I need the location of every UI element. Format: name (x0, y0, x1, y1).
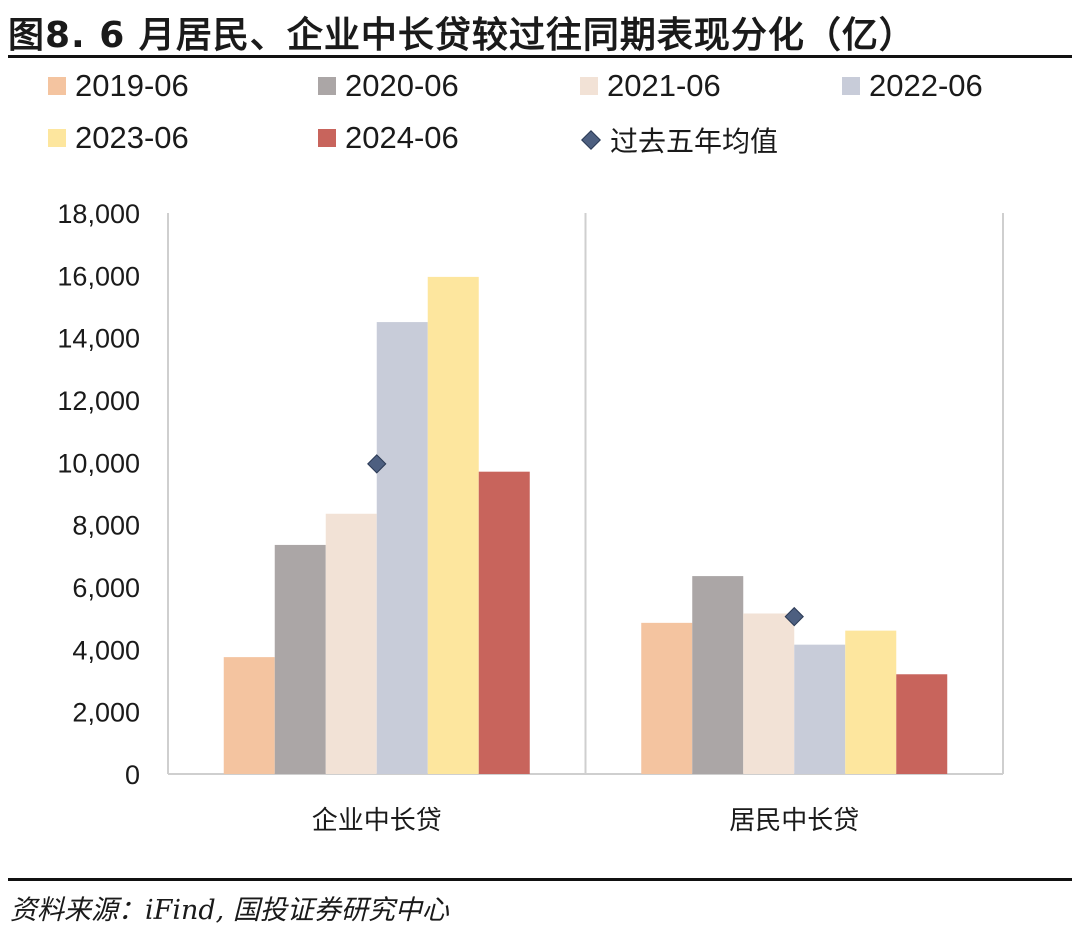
legend-item-2022: 2022-06 (842, 68, 983, 104)
legend-swatch-2022 (842, 77, 860, 95)
bar-2020-06-0 (274, 544, 326, 774)
y-axis-ticks: 0 2,000 4,000 6,000 8,000 10,000 12,000 14,000 1… (57, 199, 140, 790)
bars-group (223, 276, 948, 774)
average-marker-1 (784, 606, 804, 627)
bar-2022-06-1 (794, 644, 846, 774)
legend-item-2023: 2023-06 (48, 120, 189, 156)
legend-label-2024: 2024-06 (345, 120, 459, 155)
y-tick-label: 8,000 (72, 511, 140, 541)
legend-item-average: 过去五年均值 (580, 120, 778, 160)
legend-item-2019: 2019-06 (48, 68, 189, 104)
bar-2019-06-0 (223, 657, 275, 774)
bar-2021-06-0 (325, 513, 377, 774)
y-tick-label: 18,000 (57, 199, 140, 229)
legend-swatch-2024 (318, 129, 336, 147)
legend-swatch-2019 (48, 77, 66, 95)
legend-swatch-2020 (318, 77, 336, 95)
bar-2021-06-1 (743, 613, 795, 774)
footer-rule (8, 878, 1072, 881)
legend-label-2019: 2019-06 (75, 68, 189, 103)
y-tick-label: 10,000 (57, 448, 140, 478)
average-marker-0 (367, 454, 387, 474)
legend-item-2024: 2024-06 (318, 120, 459, 156)
bar-2024-06-1 (896, 674, 948, 774)
x-axis-categories: 企业中长贷 居民中长贷 (312, 806, 860, 836)
legend-item-2020: 2020-06 (318, 68, 459, 104)
legend-label-2022: 2022-06 (869, 68, 983, 103)
legend-item-2021: 2021-06 (580, 68, 721, 104)
bar-2024-06-0 (478, 471, 530, 774)
legend-label-2023: 2023-06 (75, 120, 189, 155)
y-tick-label: 0 (125, 760, 140, 790)
legend-label-2020: 2020-06 (345, 68, 459, 103)
legend-swatch-2021 (580, 77, 598, 95)
bar-2023-06-1 (845, 630, 897, 774)
y-tick-label: 14,000 (57, 324, 140, 354)
chart-title: 图8. 6 月居民、企业中长贷较过往同期表现分化（亿） (8, 15, 916, 56)
bar-2020-06-1 (692, 576, 744, 774)
y-tick-label: 6,000 (72, 573, 140, 603)
y-tick-label: 12,000 (57, 386, 140, 416)
y-tick-label: 4,000 (72, 635, 140, 665)
title-rule (8, 55, 1072, 58)
y-tick-label: 2,000 (72, 698, 140, 728)
x-category-label: 企业中长贷 (312, 806, 442, 836)
bar-2022-06-0 (376, 322, 428, 774)
bar-2019-06-1 (641, 622, 693, 774)
legend-swatch-2023 (48, 129, 66, 147)
legend: 2019-06 2020-06 2021-06 2022-06 2023-06 … (0, 60, 1080, 170)
y-tick-label: 16,000 (57, 261, 140, 291)
source-note: 资料来源：iFind, 国投证券研究中心 (10, 895, 449, 926)
legend-label-average: 过去五年均值 (610, 125, 779, 158)
legend-label-2021: 2021-06 (607, 68, 721, 103)
average-markers-group (367, 454, 804, 627)
x-category-label: 居民中长贷 (729, 806, 859, 836)
bar-2023-06-0 (427, 276, 479, 774)
